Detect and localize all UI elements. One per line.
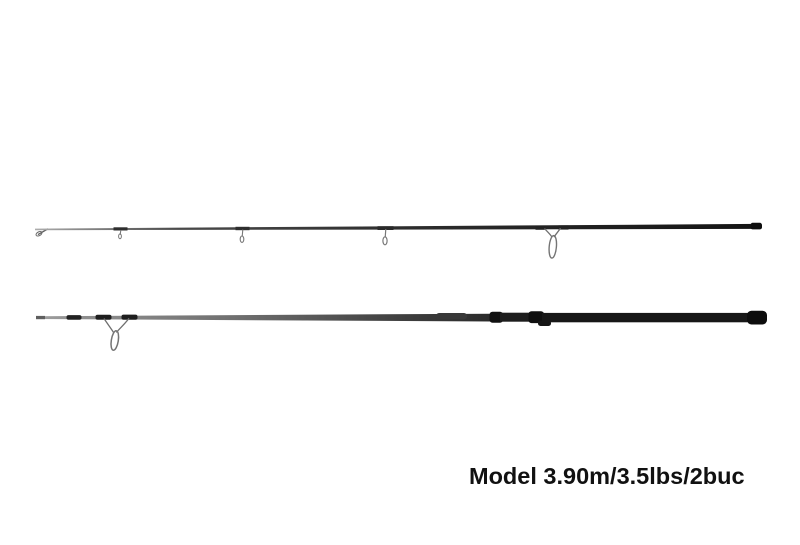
- butt-cap: [747, 310, 767, 325]
- rod-tip-section: [35, 222, 762, 259]
- line-guide-icon: [535, 225, 569, 259]
- line-guide-icon: [103, 317, 130, 351]
- whipping: [66, 315, 82, 320]
- spigot-ferrule: [36, 315, 45, 320]
- butt-section-blank: [36, 313, 492, 322]
- whipping: [121, 314, 138, 320]
- whipping: [95, 314, 112, 320]
- line-guide-icon: [113, 227, 128, 240]
- rod-handle: [542, 312, 749, 323]
- tip-section-blank: [35, 223, 757, 231]
- rod-butt-section: [36, 310, 767, 351]
- line-guide-icon: [377, 226, 394, 246]
- reel-seat: [489, 311, 551, 326]
- model-caption: Model 3.90m/3.5lbs/2buc: [469, 463, 745, 489]
- tip-section-joint-end: [750, 222, 762, 230]
- whipping: [436, 313, 467, 320]
- line-guide-icon: [235, 226, 250, 243]
